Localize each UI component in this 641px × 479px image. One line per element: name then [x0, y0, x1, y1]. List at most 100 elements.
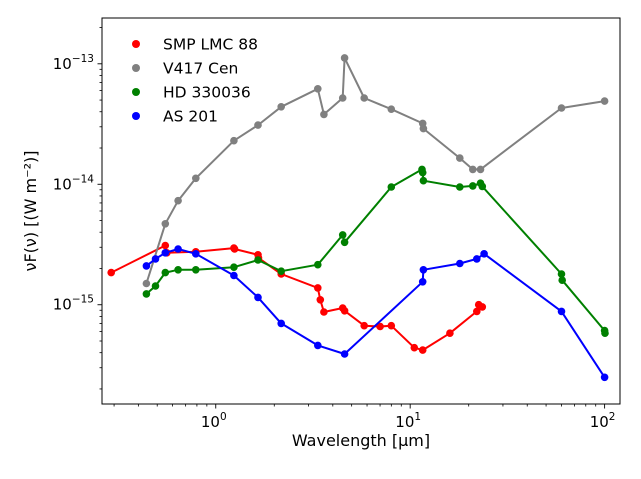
data-point-smp-lmc-88: [478, 303, 487, 311]
data-point-hd-330036: [601, 329, 609, 338]
y-tick-label-exponent: −14: [72, 173, 94, 185]
legend-marker-smp-lmc-88: [132, 40, 140, 48]
data-point-smp-lmc-88: [316, 296, 325, 304]
x-tick-label: 102: [590, 411, 616, 431]
data-point-as-201: [314, 341, 322, 350]
series-as-201: [142, 245, 609, 382]
data-point-hd-330036: [338, 231, 347, 239]
y-axis-label: νF(ν) [(W m⁻²)]: [21, 151, 40, 272]
data-point-as-201: [161, 249, 170, 257]
data-point-smp-lmc-88: [161, 241, 170, 250]
data-point-v417-cen: [360, 94, 369, 102]
data-point-hd-330036: [478, 182, 487, 191]
data-point-v417-cen: [456, 154, 464, 162]
y-tick-label-base: 10: [53, 175, 72, 193]
data-point-hd-330036: [558, 276, 566, 285]
data-point-smp-lmc-88: [320, 308, 328, 316]
data-point-as-201: [192, 250, 200, 258]
x-tick-label-base: 10: [395, 413, 414, 431]
data-point-as-201: [142, 262, 151, 270]
data-point-hd-330036: [314, 260, 322, 269]
data-point-smp-lmc-88: [107, 268, 115, 277]
legend-label-as-201: AS 201: [163, 108, 218, 126]
series-line-smp-lmc-88: [110, 244, 483, 352]
data-point-v417-cen: [161, 220, 170, 228]
data-point-as-201: [230, 271, 238, 280]
x-tick-label-exponent: 1: [414, 411, 421, 423]
data-point-v417-cen: [338, 94, 347, 102]
data-point-v417-cen: [174, 196, 182, 205]
data-point-v417-cen: [314, 85, 322, 93]
data-point-as-201: [340, 350, 349, 358]
legend-marker-hd-330036: [132, 88, 140, 96]
data-point-v417-cen: [557, 104, 566, 112]
x-tick-label-exponent: 2: [609, 411, 616, 423]
data-point-as-201: [418, 278, 427, 286]
data-point-as-201: [600, 373, 609, 382]
x-tick-label-base: 10: [201, 413, 220, 431]
x-tick-label-base: 10: [590, 413, 609, 431]
data-point-hd-330036: [277, 267, 286, 276]
series-hd-330036: [142, 165, 609, 338]
data-point-smp-lmc-88: [418, 346, 427, 354]
data-point-hd-330036: [340, 238, 349, 247]
data-point-as-201: [277, 319, 286, 328]
data-point-hd-330036: [151, 282, 160, 290]
data-point-as-201: [473, 255, 481, 263]
data-point-hd-330036: [254, 256, 262, 264]
data-point-smp-lmc-88: [473, 307, 481, 316]
y-tick-label: 10−14: [53, 173, 95, 193]
y-tick-label-exponent: −15: [72, 294, 94, 306]
legend-label-smp-lmc-88: SMP LMC 88: [163, 36, 258, 54]
data-point-hd-330036: [230, 263, 238, 272]
data-point-v417-cen: [419, 124, 428, 133]
y-tick-label-base: 10: [53, 55, 72, 73]
data-point-smp-lmc-88: [387, 321, 396, 330]
data-point-v417-cen: [142, 279, 151, 288]
data-point-smp-lmc-88: [340, 307, 349, 315]
data-point-v417-cen: [340, 54, 349, 62]
data-point-smp-lmc-88: [410, 343, 419, 352]
data-point-hd-330036: [469, 182, 477, 190]
series-v417-cen: [142, 54, 609, 288]
data-point-as-201: [557, 307, 566, 316]
data-point-hd-330036: [387, 183, 396, 191]
legend: SMP LMC 88 V417 Cen HD 330036 AS 201: [132, 36, 258, 126]
data-point-smp-lmc-88: [314, 284, 322, 292]
data-point-smp-lmc-88: [376, 322, 384, 331]
data-point-v417-cen: [192, 174, 200, 183]
data-point-hd-330036: [456, 183, 464, 191]
data-point-v417-cen: [277, 103, 286, 111]
y-tick-label: 10−15: [53, 294, 94, 314]
data-point-hd-330036: [419, 176, 428, 185]
data-point-as-201: [419, 266, 428, 274]
legend-label-hd-330036: HD 330036: [163, 84, 251, 102]
data-point-v417-cen: [320, 110, 328, 119]
data-point-v417-cen: [230, 136, 238, 145]
x-tick-label: 101: [395, 411, 421, 431]
data-point-as-201: [174, 245, 182, 253]
data-point-hd-330036: [557, 270, 566, 278]
data-point-as-201: [480, 250, 488, 258]
data-point-hd-330036: [142, 290, 151, 298]
x-axis-label: Wavelength [μm]: [292, 431, 430, 450]
data-point-hd-330036: [192, 266, 200, 274]
data-point-as-201: [456, 259, 464, 268]
data-point-smp-lmc-88: [360, 321, 369, 330]
data-point-hd-330036: [418, 168, 427, 177]
data-point-v417-cen: [476, 165, 485, 174]
y-tick-label-exponent: −13: [72, 53, 94, 65]
series-layer: [107, 54, 609, 382]
data-point-smp-lmc-88: [230, 245, 239, 253]
series-line-hd-330036: [145, 168, 606, 334]
legend-label-v417-cen: V417 Cen: [163, 60, 238, 78]
x-tick-label: 100: [201, 411, 227, 431]
legend-marker-v417-cen: [132, 64, 140, 72]
legend-marker-as-201: [132, 112, 140, 120]
data-point-hd-330036: [161, 268, 170, 277]
x-tick-label-exponent: 0: [220, 411, 227, 423]
data-point-v417-cen: [469, 165, 477, 174]
data-point-as-201: [254, 293, 262, 302]
